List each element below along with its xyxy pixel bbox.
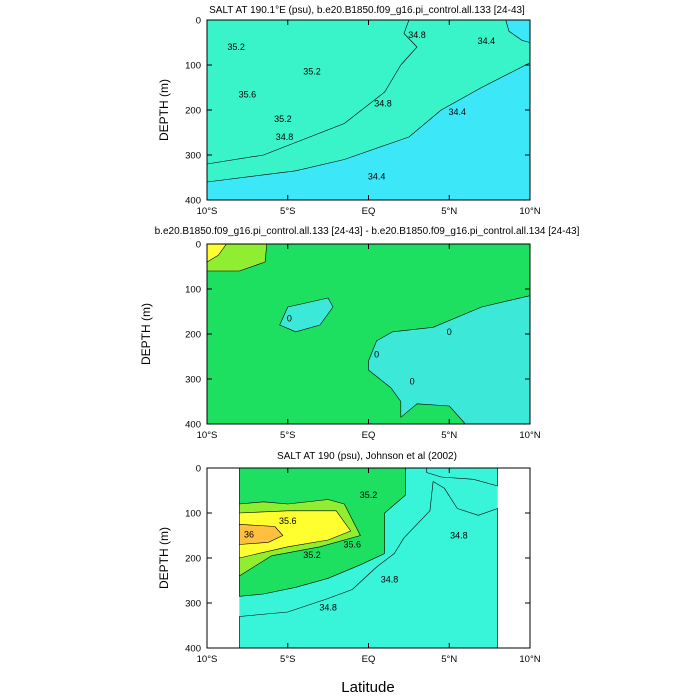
x-tick-label: 10°N [519,654,540,665]
y-tick-label: 0 [196,16,201,27]
y-tick-label: 200 [185,106,201,117]
panel-2-axes: 10°S 5°S EQ 5°N 10°N 0 100 200 300 400 [185,240,541,442]
contour-label: 35.2 [274,114,292,124]
contour-label: 34.8 [450,531,468,541]
y-tick-label: 300 [185,151,201,162]
y-tick-label: 100 [185,285,201,296]
contour-region-gt36.0 [238,523,284,545]
x-tick-label: 5°S [280,654,295,665]
panel-2-ylabel: DEPTH (m) [139,303,153,365]
panel-2-title: b.e20.B1850.f09_g16.pi_control.all.133 [… [155,226,580,237]
x-tick-label: 5°S [280,430,295,441]
contour-label: 34.8 [408,30,426,40]
contour-region-negative [279,297,334,333]
y-tick-label: 100 [185,61,201,72]
y-tick-label: 200 [185,554,201,565]
y-tick-label: 400 [185,420,201,431]
contour-label: 35.2 [303,550,321,560]
panel-1: SALT AT 190.1°E (psu), b.e20.B1850.f09_g… [157,5,541,217]
contour-region-lt34.4 [207,62,530,200]
x-tick-label: EQ [362,654,376,665]
x-tick-label: 5°N [441,430,457,441]
contour-region-negative [368,295,530,424]
panel-2-plot: 0 0 0 0 [207,244,530,424]
contour-region-lt34.4 [505,20,530,43]
panel-2-contours: 0 0 0 0 [207,244,530,424]
x-tick-label: 5°N [441,654,457,665]
panel-3-title: SALT AT 190 (psu), Johnson et al (2002) [277,451,457,462]
y-tick-label: 400 [185,644,201,655]
contour-label: 34.8 [319,603,337,613]
contour-region-lt34.8 [238,481,499,648]
panel-1-contours: 35.2 35.6 35.2 35.2 34.8 34.8 34.8 34.4 34.4 34.4 [207,20,530,200]
contour-label: 0 [410,376,415,386]
x-tick-label: EQ [362,430,376,441]
contour-label: 34.8 [276,132,294,142]
contour-label: 35.6 [279,516,297,526]
contour-region-highest [207,244,227,263]
contour-label: 0 [374,349,379,359]
contour-label: 35.2 [227,42,245,52]
y-tick-label: 400 [185,196,201,207]
contour-label: 34.4 [368,172,386,182]
x-tick-label: 10°N [519,430,540,441]
x-tick-label: EQ [362,206,376,217]
y-tick-label: 0 [196,464,201,475]
contour-region-high [207,244,268,272]
contour-label: 34.4 [449,107,467,117]
panel-3-axes: 10°S 5°S EQ 5°N 10°N 0 100 200 300 400 [185,464,541,666]
panel-3-contours: 35.2 35.6 36 35.6 35.2 34.8 34.8 34.8 [238,468,499,648]
contour-region-34.4-34.8 [207,20,418,165]
panel-1-title: SALT AT 190.1°E (psu), b.e20.B1850.f09_g… [209,5,525,16]
y-tick-label: 200 [185,330,201,341]
panel-3: SALT AT 190 (psu), Johnson et al (2002) … [157,451,541,665]
panel-1-plot: 35.2 35.6 35.2 35.2 34.8 34.8 34.8 34.4 34.4 34.4 [207,20,530,200]
contour-label: 36 [244,530,254,540]
contour-label: 34.8 [381,575,399,585]
contour-label: 0 [447,327,452,337]
y-tick-label: 100 [185,509,201,520]
panel-1-ylabel: DEPTH (m) [157,79,171,141]
contour-label: 0 [287,313,292,323]
x-tick-label: 10°N [519,206,540,217]
contour-region-lt34.8 [426,468,499,487]
x-tick-label: 10°S [197,430,218,441]
panel-1-axes: 10°S 5°S EQ 5°N 10°N 0 100 200 300 400 [185,16,541,218]
x-tick-label: 5°S [280,206,295,217]
panel-2: b.e20.B1850.f09_g16.pi_control.all.133 [… [139,226,580,441]
x-tick-label: 10°S [197,206,218,217]
contour-label: 34.4 [478,36,496,46]
panel-3-ylabel: DEPTH (m) [157,527,171,589]
y-tick-label: 300 [185,599,201,610]
y-tick-label: 300 [185,375,201,386]
contour-label: 35.6 [239,89,257,99]
contour-label: 35.2 [360,490,378,500]
x-tick-label: 10°S [197,654,218,665]
contour-label: 35.6 [344,540,362,550]
x-axis-label: Latitude [341,679,394,696]
panel-3-plot: 35.2 35.6 36 35.6 35.2 34.8 34.8 34.8 [207,468,530,648]
contour-label: 35.2 [303,67,321,77]
contour-label: 34.8 [374,98,392,108]
y-tick-label: 0 [196,240,201,251]
x-tick-label: 5°N [441,206,457,217]
contour-region-35.6-36.0 [238,510,351,559]
